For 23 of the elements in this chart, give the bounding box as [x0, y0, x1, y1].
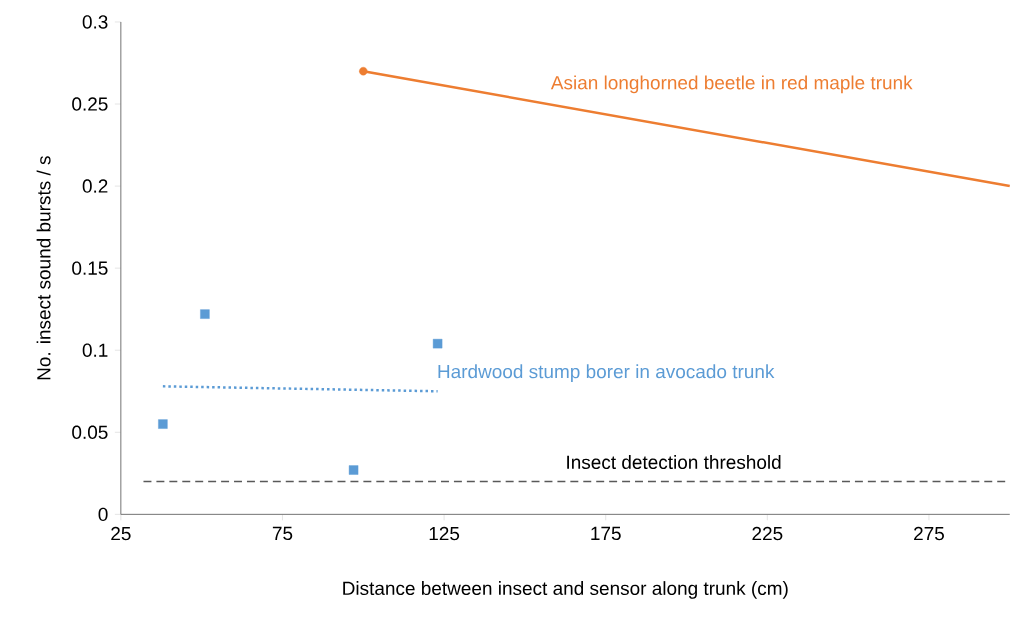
- y-tick-label: 0.25: [72, 97, 108, 111]
- series-label: Asian longhorned beetle in red maple trunk: [550, 75, 913, 94]
- point: [200, 309, 210, 319]
- y-tick-label: 0.1: [82, 343, 108, 357]
- x-tick-label: 75: [272, 526, 293, 540]
- point: [348, 465, 359, 475]
- x-tick-label: 175: [591, 526, 621, 540]
- y-axis-title: No. insect sound bursts / s: [36, 156, 51, 380]
- point: [432, 338, 443, 349]
- y-tick-label: 0.15: [72, 261, 108, 275]
- series-label: Hardwood stump borer in avocado trunk: [438, 364, 775, 382]
- point: [359, 66, 368, 76]
- point: [158, 419, 168, 429]
- x-tick-label: 275: [914, 526, 944, 541]
- x-tick-label: 125: [429, 526, 460, 541]
- y-tick-label: 0.3: [82, 15, 108, 29]
- ref-line-label: Insect detection threshold: [567, 454, 781, 469]
- y-tick-label: 0.05: [72, 425, 108, 439]
- y-tick-label: 0: [98, 507, 108, 521]
- x-tick-label: 25: [111, 526, 131, 541]
- y-tick-label: 0.2: [82, 179, 108, 193]
- x-tick-label: 225: [752, 526, 783, 541]
- x-axis-title: Distance between insect and sensor along trunk (cm): [343, 581, 788, 599]
